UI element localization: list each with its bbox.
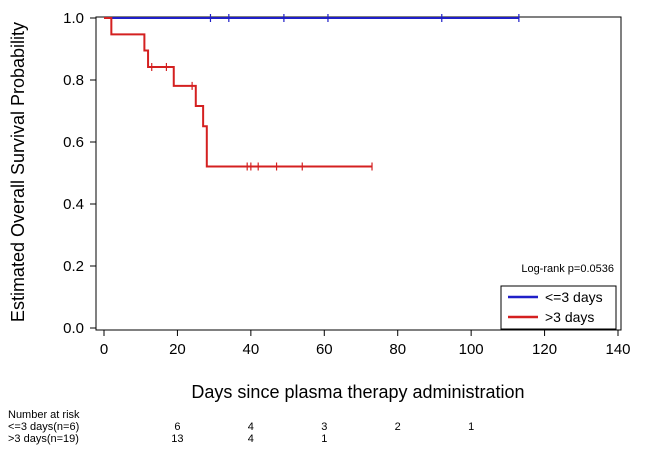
y-axis-title: Estimated Overall Survival Probability bbox=[8, 22, 28, 322]
risk-count: 13 bbox=[171, 433, 183, 445]
legend-label-le3: <=3 days bbox=[545, 289, 603, 305]
y-tick-label: 0.6 bbox=[63, 134, 84, 151]
risk-row-label-gt3: >3 days(n=19) bbox=[8, 433, 79, 445]
y-tick-label: 0.4 bbox=[63, 196, 84, 213]
risk-count: 1 bbox=[321, 433, 327, 445]
logrank-annotation: Log-rank p=0.0536 bbox=[521, 263, 614, 275]
x-tick-label: 40 bbox=[243, 341, 260, 358]
x-tick-label: 80 bbox=[389, 341, 406, 358]
risk-count: 6 bbox=[174, 421, 180, 433]
risk-count: 3 bbox=[321, 421, 327, 433]
legend-label-gt3: >3 days bbox=[545, 309, 594, 325]
y-tick-label: 0.2 bbox=[63, 258, 84, 275]
x-axis: 0 20 40 60 80 100 120 140 bbox=[100, 330, 631, 358]
legend-box bbox=[500, 285, 617, 330]
x-tick-label: 140 bbox=[605, 341, 630, 358]
x-axis-title: Days since plasma therapy administration bbox=[191, 382, 524, 402]
risk-table-title: Number at risk bbox=[8, 409, 80, 421]
y-tick-label: 0.0 bbox=[63, 320, 84, 337]
risk-count: 4 bbox=[248, 433, 254, 445]
y-tick-label: 0.8 bbox=[63, 72, 84, 89]
y-tick-label: 1.0 bbox=[63, 10, 84, 27]
curve-gt3 bbox=[104, 17, 373, 168]
x-tick-label: 0 bbox=[100, 341, 108, 358]
plot-frame bbox=[95, 16, 622, 331]
y-axis: 0.0 0.2 0.4 0.6 0.8 1.0 bbox=[63, 10, 96, 337]
risk-table: Number at risk <=3 days(n=6) >3 days(n=1… bbox=[8, 409, 474, 445]
risk-count: 2 bbox=[395, 421, 401, 433]
x-tick-label: 60 bbox=[316, 341, 333, 358]
x-tick-label: 20 bbox=[169, 341, 186, 358]
risk-row-label-le3: <=3 days(n=6) bbox=[8, 421, 79, 433]
legend: <=3 days >3 days bbox=[500, 285, 617, 330]
x-tick-label: 100 bbox=[459, 341, 484, 358]
x-tick-label: 120 bbox=[532, 341, 557, 358]
survival-curves bbox=[104, 14, 520, 171]
risk-counts: 6 4 3 2 1 13 4 1 bbox=[171, 421, 474, 445]
risk-count: 4 bbox=[248, 421, 254, 433]
risk-count: 1 bbox=[468, 421, 474, 433]
